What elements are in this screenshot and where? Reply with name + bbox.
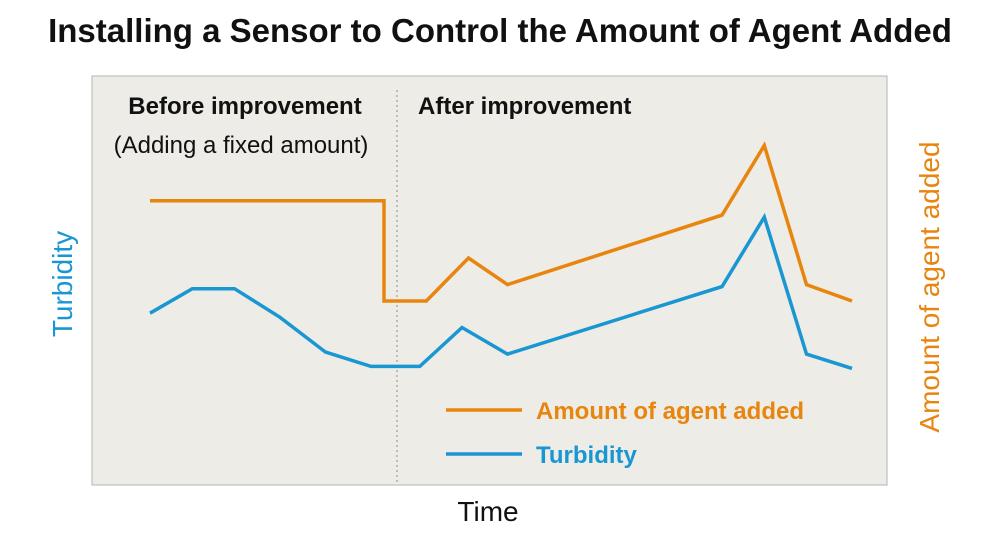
legend-label-turbidity: Turbidity [536,442,638,469]
chart-title: Installing a Sensor to Control the Amoun… [48,12,952,49]
series-line-amount-of-agent-added [150,141,853,303]
phase-label-before: Before improvement [128,93,361,120]
phase-label-after: After improvement [418,93,631,120]
y-axis-title-right: Amount of agent added [914,141,945,432]
plot-area [91,75,888,486]
series-line-turbidity [149,212,853,371]
y-axis-title-left: Turbidity [47,231,78,337]
series-layer [149,141,853,371]
legend-label-amount-of-agent-added: Amount of agent added [536,398,804,425]
legend: Amount of agent added Turbidity [446,398,804,469]
phase-note-before: (Adding a fixed amount) [114,132,369,159]
x-axis-title: Time [457,496,518,527]
